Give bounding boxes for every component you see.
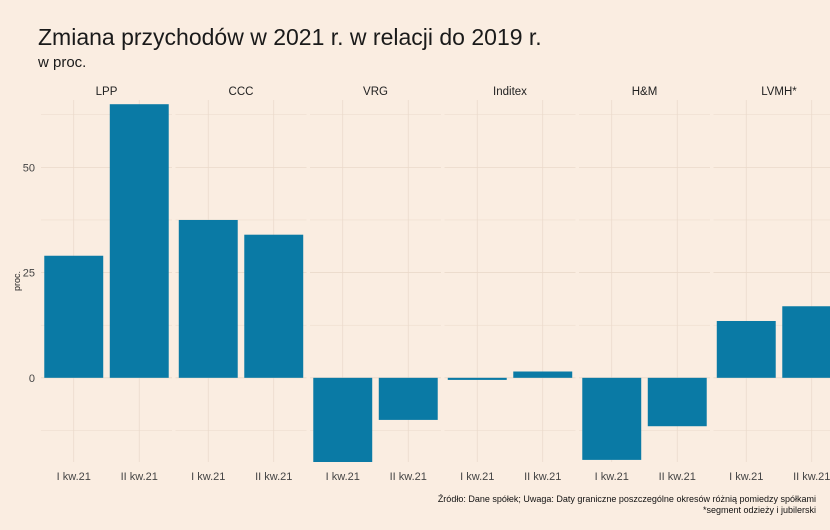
x-tick-label: I kw.21 bbox=[57, 471, 91, 483]
facet-label: LPP bbox=[96, 86, 118, 98]
y-tick-label: 25 bbox=[23, 268, 35, 280]
y-tick-label: 0 bbox=[29, 373, 35, 385]
x-tick-label: I kw.21 bbox=[326, 471, 360, 483]
bar-hm-1 bbox=[582, 377, 642, 460]
bar-inditex-2 bbox=[513, 371, 573, 378]
x-tick-label: II kw.21 bbox=[793, 471, 830, 483]
caption-source: Źródło: Dane spółek; Uwaga: Daty granicz… bbox=[437, 494, 816, 504]
facet-label: CCC bbox=[229, 86, 254, 98]
y-tick-label: 50 bbox=[23, 162, 35, 174]
bar-lvmh-2 bbox=[782, 306, 830, 378]
chart-subtitle: w proc. bbox=[38, 54, 87, 71]
x-tick-label: I kw.21 bbox=[460, 471, 494, 483]
bar-ccc-2 bbox=[244, 234, 304, 378]
bar-lpp-1 bbox=[44, 255, 104, 378]
caption-note: *segment odzieży i jubilerski bbox=[702, 505, 816, 515]
bar-hm-2 bbox=[647, 377, 707, 427]
chart-title: Zmiana przychodów w 2021 r. w relacji do… bbox=[38, 24, 542, 50]
bar-lvmh-1 bbox=[716, 320, 776, 378]
chart-caption: Źródło: Dane spółek; Uwaga: Daty granicz… bbox=[438, 494, 816, 516]
x-tick-label: II kw.21 bbox=[390, 471, 427, 483]
bar-ccc-1 bbox=[178, 219, 238, 378]
facet-label: Inditex bbox=[493, 86, 527, 98]
x-tick-label: I kw.21 bbox=[729, 471, 763, 483]
facet-label: H&M bbox=[632, 86, 658, 98]
x-tick-label: II kw.21 bbox=[121, 471, 158, 483]
x-tick-label: II kw.21 bbox=[659, 471, 696, 483]
x-tick-label: II kw.21 bbox=[255, 471, 292, 483]
bar-inditex-1 bbox=[447, 377, 507, 380]
x-tick-label: II kw.21 bbox=[524, 471, 561, 483]
facet-label: LVMH* bbox=[761, 86, 797, 98]
bar-vrg-2 bbox=[378, 377, 438, 420]
bar-vrg-1 bbox=[313, 377, 373, 462]
y-axis-label: proc. bbox=[12, 271, 22, 291]
facet-label: VRG bbox=[363, 86, 388, 98]
bar-lpp-2 bbox=[109, 104, 169, 378]
x-tick-label: I kw.21 bbox=[595, 471, 629, 483]
x-tick-label: I kw.21 bbox=[191, 471, 225, 483]
